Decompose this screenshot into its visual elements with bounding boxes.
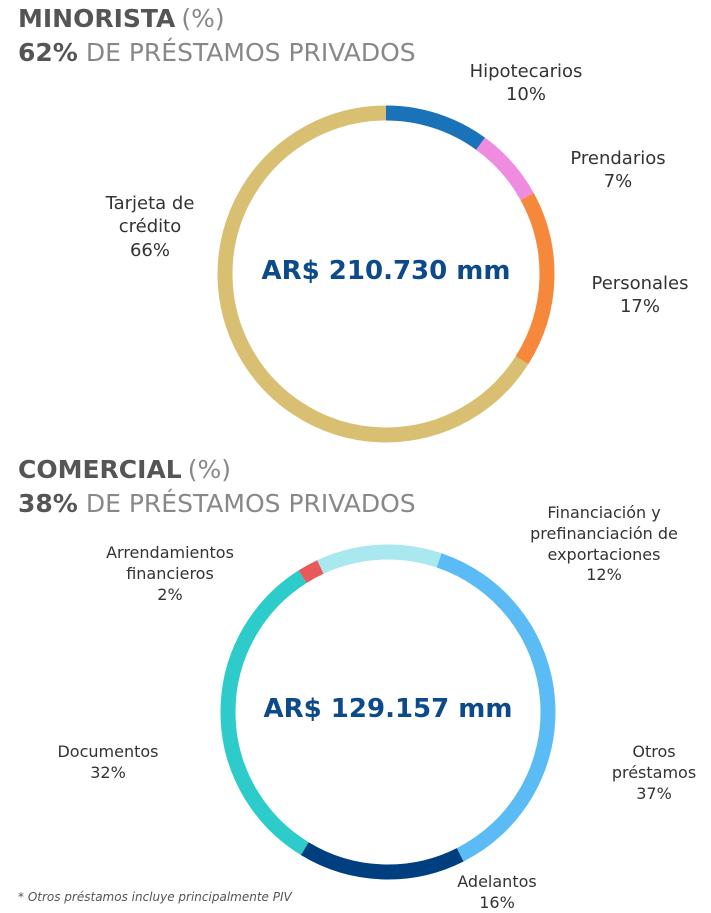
- value-label: 17%: [619, 296, 660, 318]
- donut-segment: [300, 842, 464, 880]
- segment-label: Adelantos 16%: [447, 872, 547, 913]
- value-label: 12%: [586, 565, 622, 585]
- segment-label: Hipotecarios 10%: [456, 60, 596, 107]
- segment-label: Personales 17%: [580, 272, 700, 319]
- share: 62%: [18, 38, 78, 67]
- value-label: 10%: [505, 84, 546, 106]
- donut-segment: [298, 560, 324, 584]
- share: 38%: [18, 489, 78, 518]
- donut-segment: [476, 137, 534, 201]
- category-label: Documentos: [57, 742, 159, 761]
- chart-title: MINORISTA (%): [18, 4, 225, 33]
- subtitle: DE PRÉSTAMOS PRIVADOS: [85, 38, 416, 67]
- title: COMERCIAL: [18, 455, 182, 484]
- subtitle: DE PRÉSTAMOS PRIVADOS: [85, 489, 416, 518]
- category-label: Tarjeta de crédito: [105, 193, 195, 238]
- category-label: Personales: [591, 273, 689, 294]
- category-label: Hipotecarios: [469, 61, 583, 82]
- donut-segment: [515, 192, 555, 365]
- category-label: Prendarios: [570, 148, 666, 169]
- value-label: 16%: [479, 892, 515, 912]
- donut-segment: [436, 553, 556, 862]
- donut-segment: [217, 105, 529, 443]
- center-label: AR$ 129.157 mm: [263, 694, 513, 724]
- segment-label: Tarjeta de crédito 66%: [95, 192, 205, 262]
- chart-subtitle: 38% DE PRÉSTAMOS PRIVADOS: [18, 489, 416, 518]
- segment-label: Arrendamientos financieros 2%: [90, 543, 250, 605]
- donut-segment: [317, 544, 442, 574]
- segment-label: Documentos 32%: [38, 742, 178, 784]
- category-label: Financiación y prefinanciación de export…: [530, 503, 678, 564]
- segment-label: Prendarios 7%: [558, 147, 678, 194]
- value-label: 7%: [603, 171, 633, 193]
- segment-label: Financiación y prefinanciación de export…: [514, 503, 694, 586]
- footnote: * Otros préstamos incluye principalmente…: [18, 890, 292, 904]
- chart-title: COMERCIAL (%): [18, 455, 231, 484]
- value-label: 32%: [90, 762, 126, 782]
- category-label: Arrendamientos financieros: [106, 543, 234, 583]
- category-label: Otros préstamos: [611, 742, 697, 782]
- center-label: AR$ 210.730 mm: [261, 256, 511, 286]
- category-label: Adelantos: [457, 872, 537, 891]
- title-suffix: (%): [187, 455, 231, 484]
- segment-label: Otros préstamos 37%: [604, 742, 704, 804]
- value-label: 2%: [157, 584, 183, 604]
- title-suffix: (%): [181, 4, 225, 33]
- title: MINORISTA: [18, 4, 176, 33]
- chart-subtitle: 62% DE PRÉSTAMOS PRIVADOS: [18, 38, 416, 67]
- value-label: 66%: [129, 239, 170, 261]
- value-label: 37%: [636, 783, 672, 803]
- donut-segment: [385, 105, 486, 150]
- donut-segment: [220, 570, 309, 856]
